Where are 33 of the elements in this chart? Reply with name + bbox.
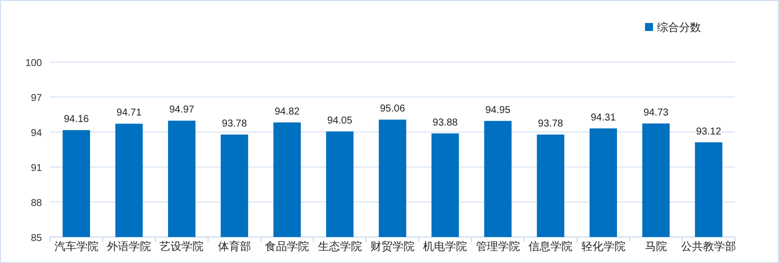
data-label: 93.88 bbox=[432, 117, 458, 128]
data-label: 94.71 bbox=[116, 108, 142, 119]
data-label: 93.78 bbox=[222, 118, 248, 130]
data-label: 93.78 bbox=[538, 118, 564, 130]
x-tick-label: 食品学院 bbox=[265, 240, 310, 253]
x-tick-label: 公共教学部 bbox=[681, 240, 736, 253]
x-tick-label: 生态学院 bbox=[318, 240, 362, 253]
x-tick-label: 马院 bbox=[644, 240, 667, 253]
data-label: 94.82 bbox=[274, 106, 300, 118]
data-label: 94.31 bbox=[590, 112, 616, 124]
x-tick-label: 汽车学院 bbox=[54, 240, 98, 253]
x-tick-label: 外语学院 bbox=[107, 240, 152, 253]
data-label: 94.73 bbox=[643, 107, 669, 118]
x-tick-label: 信息学院 bbox=[528, 240, 573, 253]
y-tick-label: 88 bbox=[30, 198, 42, 209]
y-tick-label: 100 bbox=[25, 58, 42, 69]
data-label: 93.12 bbox=[696, 126, 722, 138]
data-label: 95.06 bbox=[380, 104, 406, 115]
x-tick-label: 管理学院 bbox=[476, 240, 520, 253]
data-label: 94.16 bbox=[64, 114, 90, 126]
legend-label: 综合分数 bbox=[657, 21, 701, 34]
data-label: 94.05 bbox=[327, 115, 353, 126]
x-tick-label: 艺设学院 bbox=[160, 240, 204, 253]
data-label: 94.97 bbox=[169, 104, 195, 116]
y-tick-label: 85 bbox=[30, 233, 42, 244]
x-tick-label: 财贸学院 bbox=[370, 240, 414, 253]
x-tick-label: 轻化学院 bbox=[581, 240, 626, 253]
x-tick-label: 机电学院 bbox=[423, 240, 468, 253]
data-label: 94.95 bbox=[485, 104, 511, 116]
y-tick-label: 94 bbox=[30, 128, 42, 139]
y-tick-label: 91 bbox=[30, 163, 42, 174]
y-tick-label: 97 bbox=[30, 93, 42, 104]
x-tick-label: 体育部 bbox=[218, 240, 251, 253]
